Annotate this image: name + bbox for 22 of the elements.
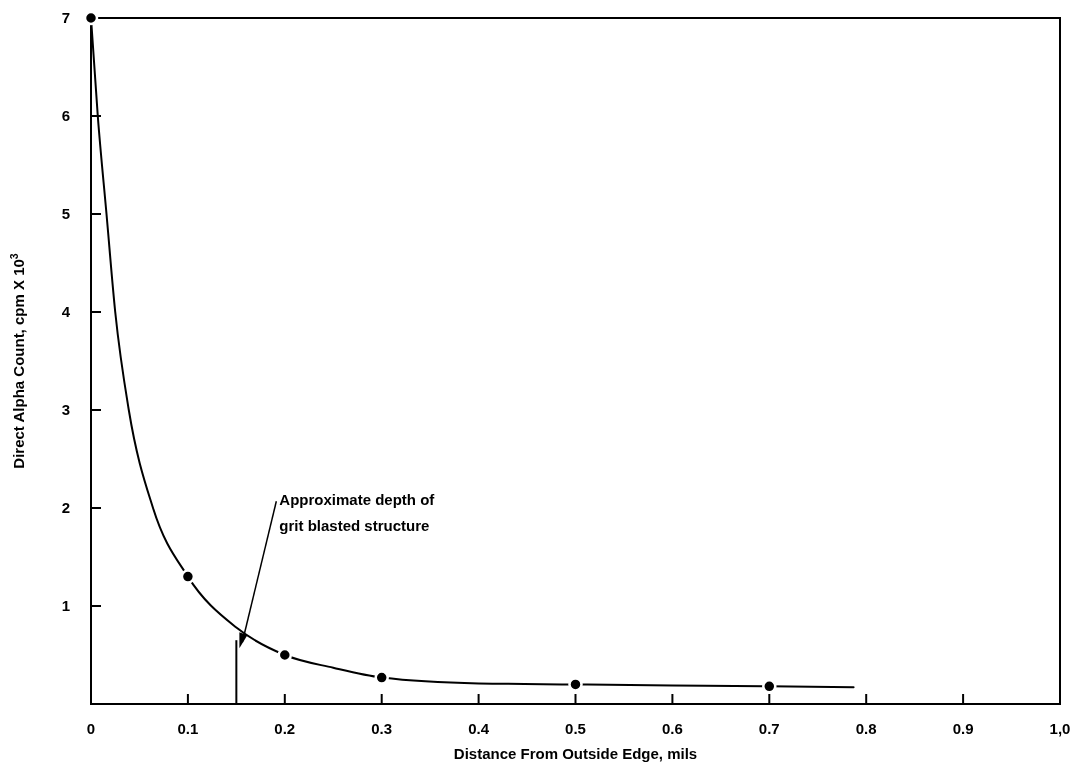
x-tick-label: 0.5 xyxy=(565,720,586,737)
ref-line-label: Approximate depth of grit blasted structure xyxy=(279,491,436,535)
x-tick-label: 1,0 xyxy=(1049,720,1071,737)
x-tick-label: 0.3 xyxy=(371,720,393,737)
x-tick-label: 0.6 xyxy=(661,720,683,737)
x-tick-label: 0.1 xyxy=(177,720,199,737)
x-tick-label: 0.4 xyxy=(468,720,490,737)
x-tick-label: 0.7 xyxy=(758,720,780,737)
y-tick-label: 1 xyxy=(61,597,71,614)
x-tick-label: 0 xyxy=(86,720,96,737)
y-tick-label: 5 xyxy=(61,205,71,222)
y-tick-label: 4 xyxy=(61,303,71,320)
y-tick-label: 7 xyxy=(61,9,71,26)
y-tick-label: 2 xyxy=(61,499,71,516)
y-tick-label: 6 xyxy=(61,107,71,124)
point xyxy=(374,670,389,685)
x-axis-title: Distance From Outside Edge, mils xyxy=(453,745,698,762)
y-tick-label: 3 xyxy=(61,401,71,418)
x-tick-label: 0.2 xyxy=(274,720,296,737)
x-tick-label: 0.9 xyxy=(952,720,974,737)
point xyxy=(568,677,583,692)
x-tick-label: 0.8 xyxy=(855,720,877,737)
